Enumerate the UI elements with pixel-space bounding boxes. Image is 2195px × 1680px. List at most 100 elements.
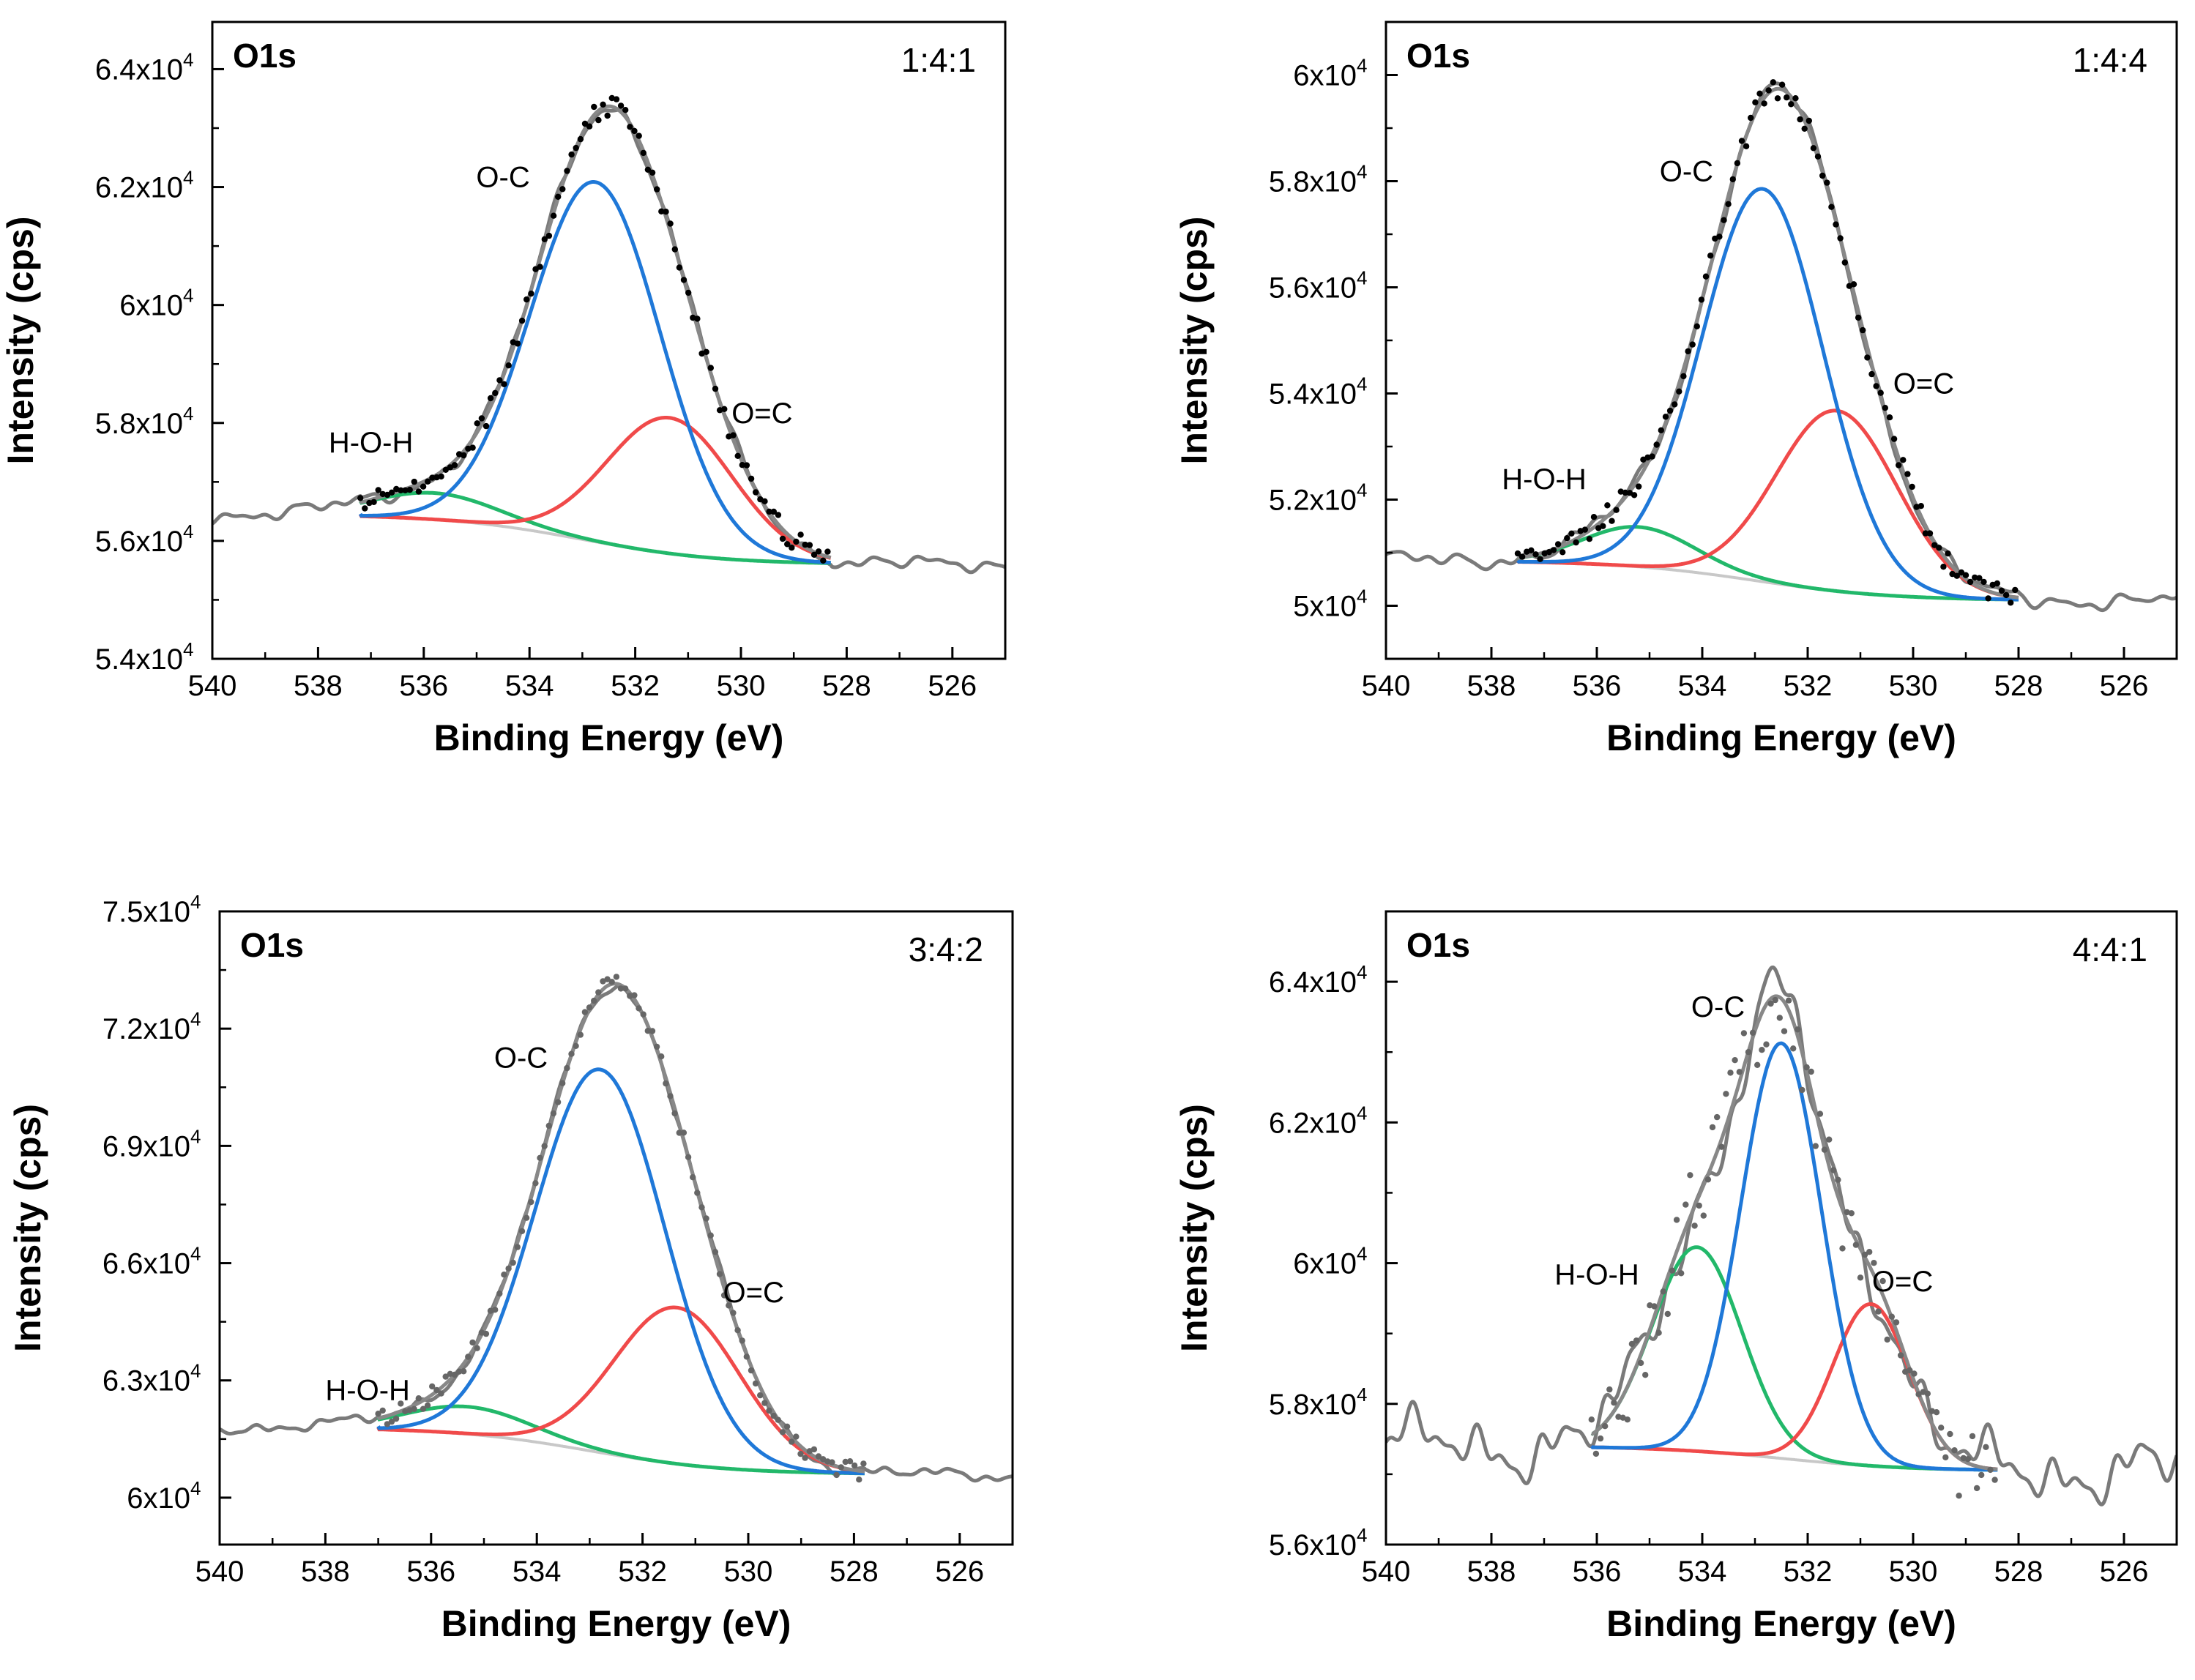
data-point (568, 151, 575, 158)
y-tick-exponent: 4 (190, 1477, 201, 1499)
data-point (595, 116, 602, 124)
x-tick-label: 540 (195, 1556, 245, 1588)
data-point (406, 486, 413, 493)
data-point (1698, 296, 1705, 303)
plot-frame (218, 910, 1014, 1546)
data-point (1890, 436, 1898, 442)
data-point (838, 1464, 844, 1471)
data-point (474, 1345, 480, 1351)
peak-label: O-C (1691, 991, 1745, 1023)
data-point (496, 377, 503, 384)
data-point (1651, 1303, 1658, 1310)
data-point (1633, 1337, 1640, 1344)
data-point (469, 1339, 476, 1346)
data-point (640, 149, 646, 157)
component-peak-oc (1516, 408, 2019, 600)
data-point (518, 317, 526, 324)
peak-label: H-O-H (325, 1374, 410, 1406)
data-point (753, 489, 759, 496)
data-point (667, 220, 674, 227)
data-point (545, 1122, 552, 1130)
data-point (1945, 550, 1951, 557)
envelope-fit (376, 982, 865, 1474)
y-tick-exponent: 4 (183, 285, 193, 307)
data-point (505, 362, 512, 369)
data-point (833, 1471, 840, 1479)
data-point (617, 102, 625, 109)
data-point (783, 1423, 791, 1430)
data-point (559, 1080, 566, 1086)
plot-area (220, 974, 1013, 1483)
data-point (671, 246, 678, 253)
data-points (1514, 79, 2019, 606)
data-point (424, 1402, 431, 1409)
data-point (1860, 326, 1866, 334)
data-point (730, 1310, 737, 1316)
data-point (653, 1043, 660, 1050)
data-point (1537, 556, 1543, 562)
data-point (1962, 572, 1969, 578)
y-tick-exponent: 4 (183, 48, 193, 70)
data-point (1740, 1030, 1748, 1037)
data-point (1871, 1260, 1877, 1266)
data-point (739, 1337, 745, 1344)
data-point (586, 1004, 593, 1011)
data-point (537, 264, 543, 270)
data-point (748, 1367, 755, 1374)
x-tick-label: 536 (1573, 670, 1622, 702)
y-tick-label: 6x10 (1293, 60, 1357, 92)
data-point (514, 1244, 521, 1250)
data-point (1873, 383, 1879, 389)
data-point (604, 112, 611, 119)
data-point (415, 1395, 422, 1402)
data-point (663, 1080, 669, 1087)
data-point (2012, 586, 2019, 594)
data-point (824, 548, 831, 555)
data-point (388, 489, 395, 496)
data-point (528, 1198, 534, 1206)
data-point (658, 208, 665, 214)
data-point (2002, 591, 2010, 599)
x-tick-label: 532 (1784, 1556, 1833, 1588)
data-point (1918, 503, 1924, 509)
data-point (636, 132, 642, 139)
experimental-trace (212, 108, 1005, 575)
data-point (775, 1416, 782, 1423)
ratio-label: 1:4:4 (2073, 41, 2147, 79)
x-tick-label: 528 (1994, 1556, 2043, 1588)
data-point (680, 277, 687, 283)
data-point (581, 1009, 589, 1015)
data-point (1830, 1167, 1837, 1173)
data-point (1676, 388, 1682, 395)
x-tick-label: 538 (301, 1556, 350, 1588)
x-tick-label: 528 (1994, 670, 2043, 702)
component-peak-hoh (359, 490, 831, 565)
data-point (1649, 453, 1655, 460)
data-point (1600, 523, 1606, 529)
data-point (663, 209, 669, 215)
data-point (1803, 1064, 1810, 1071)
data-point (1790, 1045, 1797, 1052)
data-point (438, 473, 444, 480)
data-point (1727, 1069, 1734, 1076)
data-point (1994, 580, 2000, 587)
y-tick-exponent: 4 (183, 403, 193, 425)
data-point (1911, 1370, 1918, 1377)
data-point (743, 462, 750, 468)
data-point (1808, 1068, 1814, 1075)
y-tick-exponent: 4 (183, 520, 193, 542)
data-point (1707, 253, 1714, 259)
data-point (1528, 547, 1535, 553)
data-point (1586, 536, 1593, 542)
data-point (1868, 370, 1875, 378)
envelope-fit (1590, 994, 1998, 1471)
x-axis-title: Binding Energy (eV) (1606, 717, 1956, 758)
data-point (541, 1143, 548, 1149)
data-point (1680, 373, 1687, 380)
data-point (420, 483, 427, 490)
data-point (600, 101, 606, 108)
data-point (1518, 553, 1526, 560)
data-point (712, 385, 719, 392)
plot-area (1386, 79, 2177, 613)
data-point (685, 289, 692, 296)
